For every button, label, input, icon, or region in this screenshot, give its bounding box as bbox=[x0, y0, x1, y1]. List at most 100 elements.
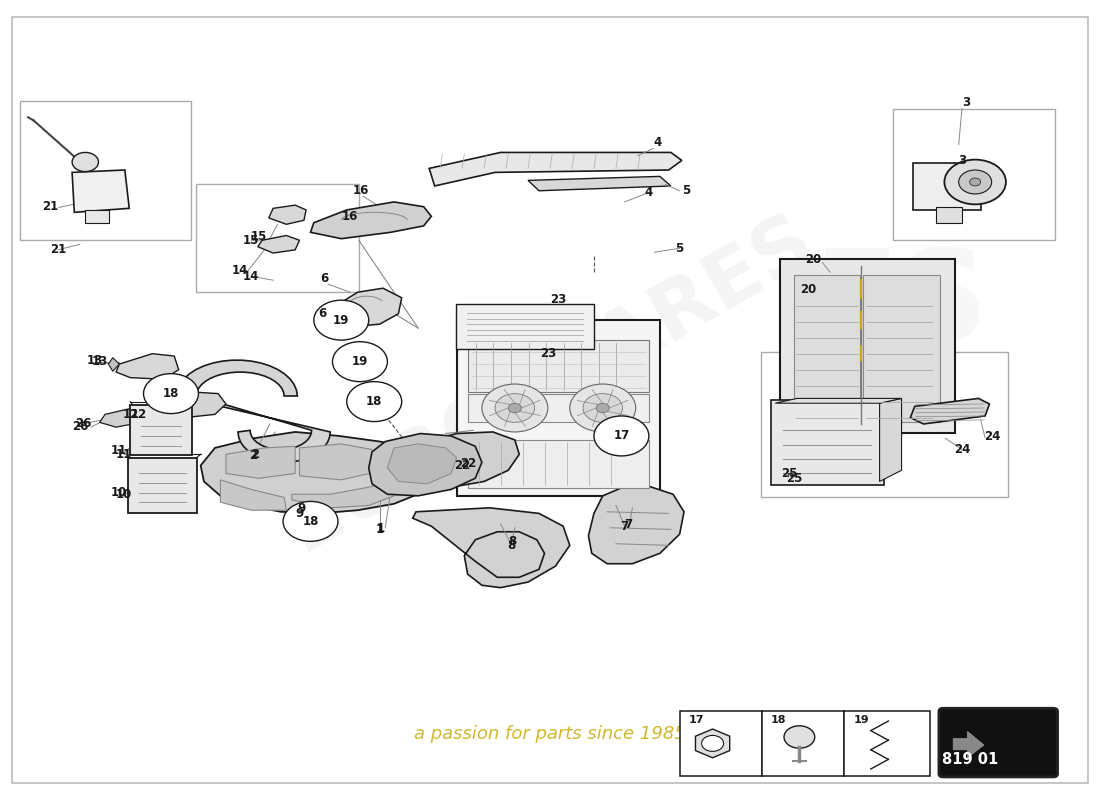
Text: 24: 24 bbox=[954, 443, 970, 456]
Polygon shape bbox=[332, 288, 402, 326]
Bar bbox=[864, 274, 940, 422]
Text: 18: 18 bbox=[163, 387, 179, 400]
Text: 12: 12 bbox=[130, 407, 146, 421]
Text: 11: 11 bbox=[116, 448, 132, 461]
Text: 16: 16 bbox=[352, 184, 368, 197]
Text: 14: 14 bbox=[231, 264, 248, 277]
Bar bbox=[794, 274, 860, 422]
Bar bbox=[21, 101, 190, 240]
Text: 6: 6 bbox=[319, 307, 327, 320]
Polygon shape bbox=[299, 444, 376, 480]
Text: 16: 16 bbox=[342, 210, 359, 223]
FancyBboxPatch shape bbox=[780, 259, 956, 433]
Circle shape bbox=[346, 382, 402, 422]
Polygon shape bbox=[73, 170, 129, 212]
Text: 26: 26 bbox=[73, 420, 88, 434]
Polygon shape bbox=[588, 486, 684, 564]
Bar bbox=[762, 710, 845, 776]
Polygon shape bbox=[429, 153, 682, 186]
Circle shape bbox=[959, 170, 991, 194]
Circle shape bbox=[283, 502, 338, 542]
Text: 25: 25 bbox=[786, 472, 803, 486]
Text: 21: 21 bbox=[43, 200, 58, 213]
Text: ES: ES bbox=[814, 244, 989, 365]
Text: 19: 19 bbox=[854, 715, 869, 726]
Bar bbox=[845, 710, 931, 776]
Bar bbox=[893, 109, 1055, 240]
Text: 3: 3 bbox=[962, 96, 970, 109]
Polygon shape bbox=[880, 398, 902, 482]
Bar bbox=[86, 210, 110, 222]
Text: 17: 17 bbox=[614, 430, 629, 442]
Circle shape bbox=[970, 178, 981, 186]
Text: 4: 4 bbox=[645, 186, 653, 199]
Text: 2: 2 bbox=[251, 447, 260, 461]
Text: 19: 19 bbox=[333, 314, 350, 326]
Text: 24: 24 bbox=[984, 430, 1000, 443]
Text: 14: 14 bbox=[243, 270, 260, 282]
Text: 5: 5 bbox=[682, 184, 690, 197]
Text: 10: 10 bbox=[116, 488, 132, 501]
Text: 23: 23 bbox=[540, 347, 556, 360]
Text: 26: 26 bbox=[75, 418, 91, 430]
Polygon shape bbox=[528, 176, 671, 190]
Polygon shape bbox=[412, 508, 570, 588]
Text: 13: 13 bbox=[87, 354, 102, 367]
Text: 3: 3 bbox=[958, 154, 966, 167]
Text: 18: 18 bbox=[771, 715, 786, 726]
Text: 1: 1 bbox=[376, 522, 385, 534]
Text: 23: 23 bbox=[550, 293, 566, 306]
Text: 18: 18 bbox=[366, 395, 383, 408]
Polygon shape bbox=[310, 202, 431, 238]
Text: 17: 17 bbox=[689, 715, 704, 726]
Text: 1: 1 bbox=[376, 523, 384, 536]
Text: 7: 7 bbox=[625, 518, 632, 530]
Polygon shape bbox=[226, 446, 295, 478]
Text: a passion for parts since 1985: a passion for parts since 1985 bbox=[414, 725, 686, 743]
Circle shape bbox=[508, 403, 521, 413]
Polygon shape bbox=[695, 729, 729, 758]
Circle shape bbox=[583, 394, 623, 422]
Text: 2: 2 bbox=[250, 450, 257, 462]
Circle shape bbox=[784, 726, 815, 748]
Circle shape bbox=[143, 374, 198, 414]
FancyBboxPatch shape bbox=[939, 708, 1057, 777]
Text: 20: 20 bbox=[805, 253, 821, 266]
Text: 15: 15 bbox=[243, 234, 260, 246]
FancyBboxPatch shape bbox=[936, 206, 962, 222]
Circle shape bbox=[945, 160, 1005, 204]
Bar bbox=[680, 710, 762, 776]
Text: 9: 9 bbox=[296, 507, 304, 520]
Bar bbox=[761, 352, 1008, 498]
Polygon shape bbox=[160, 392, 226, 418]
Text: 12: 12 bbox=[122, 408, 139, 421]
Circle shape bbox=[570, 384, 636, 432]
Text: 18: 18 bbox=[302, 515, 319, 528]
Bar bbox=[469, 394, 649, 422]
Text: EUROSPARES: EUROSPARES bbox=[272, 201, 828, 567]
Polygon shape bbox=[387, 444, 456, 484]
Polygon shape bbox=[116, 354, 178, 379]
Polygon shape bbox=[176, 360, 330, 462]
Circle shape bbox=[702, 735, 724, 751]
Bar bbox=[469, 440, 649, 488]
Circle shape bbox=[594, 416, 649, 456]
Text: 8: 8 bbox=[508, 535, 517, 548]
Circle shape bbox=[73, 153, 99, 171]
Circle shape bbox=[495, 394, 535, 422]
Circle shape bbox=[596, 403, 609, 413]
Bar bbox=[196, 184, 359, 292]
Polygon shape bbox=[109, 358, 119, 371]
Polygon shape bbox=[268, 205, 306, 224]
Text: 15: 15 bbox=[251, 230, 267, 243]
Polygon shape bbox=[776, 398, 902, 403]
Polygon shape bbox=[954, 731, 985, 758]
Polygon shape bbox=[257, 235, 299, 253]
Polygon shape bbox=[100, 408, 145, 427]
Text: 20: 20 bbox=[800, 283, 816, 296]
Text: 11: 11 bbox=[111, 444, 126, 458]
Circle shape bbox=[332, 342, 387, 382]
FancyBboxPatch shape bbox=[455, 304, 594, 349]
Text: 7: 7 bbox=[620, 520, 629, 533]
Text: 13: 13 bbox=[91, 355, 108, 368]
